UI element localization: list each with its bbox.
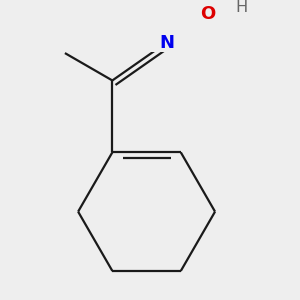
Text: N: N xyxy=(159,34,174,52)
Text: O: O xyxy=(200,5,215,23)
Text: H: H xyxy=(235,0,248,15)
